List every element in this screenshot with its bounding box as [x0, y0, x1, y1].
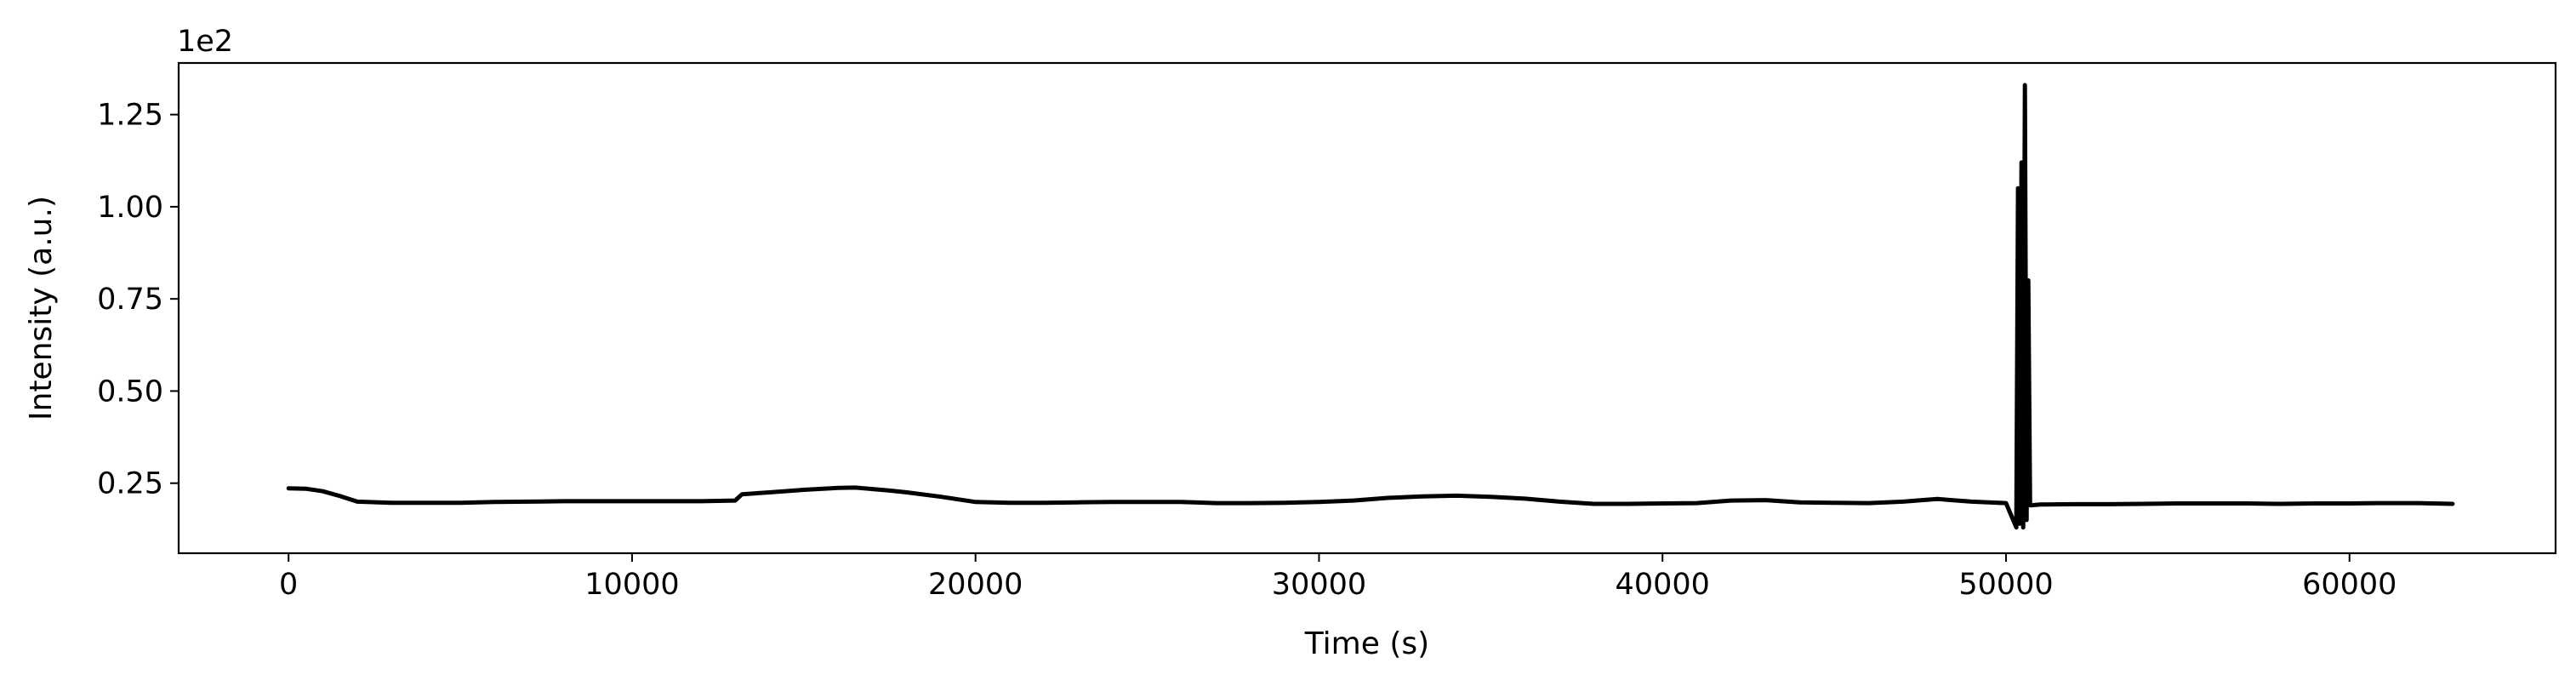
y-tick-label-1: 0.50: [97, 374, 163, 409]
y-tick-label-2: 0.75: [97, 283, 163, 317]
x-tick-label-5: 50000: [1958, 568, 2053, 602]
y-axis-label: Intensity (a.u.): [24, 196, 59, 420]
x-tick-label-0: 0: [279, 568, 298, 602]
x-tick-label-2: 20000: [928, 568, 1023, 602]
x-tick-label-6: 60000: [2302, 568, 2396, 602]
x-axis-label: Time (s): [1304, 626, 1429, 661]
x-tick-label-3: 30000: [1272, 568, 1366, 602]
series-line-0: [286, 83, 2455, 530]
y-tick-label-3: 1.00: [97, 191, 163, 225]
x-tick-label-1: 10000: [584, 568, 679, 602]
x-tick-label-4: 40000: [1616, 568, 1710, 602]
plot-area: 0 10000 20000 30000 40000 50000 60000 0.25 0.50 0…: [97, 61, 2557, 602]
y-tick-label-4: 1.25: [97, 99, 163, 133]
y-tick-label-0: 0.25: [97, 467, 163, 501]
y-offset-label: 1e2: [177, 25, 233, 59]
axes-frame: [177, 61, 2557, 555]
